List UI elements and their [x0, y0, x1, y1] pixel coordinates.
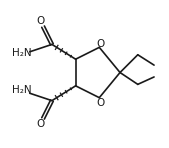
Text: H₂N: H₂N: [12, 85, 31, 95]
Text: O: O: [37, 16, 45, 26]
Text: H₂N: H₂N: [12, 48, 31, 58]
Text: O: O: [96, 39, 104, 49]
Text: O: O: [96, 98, 104, 108]
Text: O: O: [37, 119, 45, 129]
